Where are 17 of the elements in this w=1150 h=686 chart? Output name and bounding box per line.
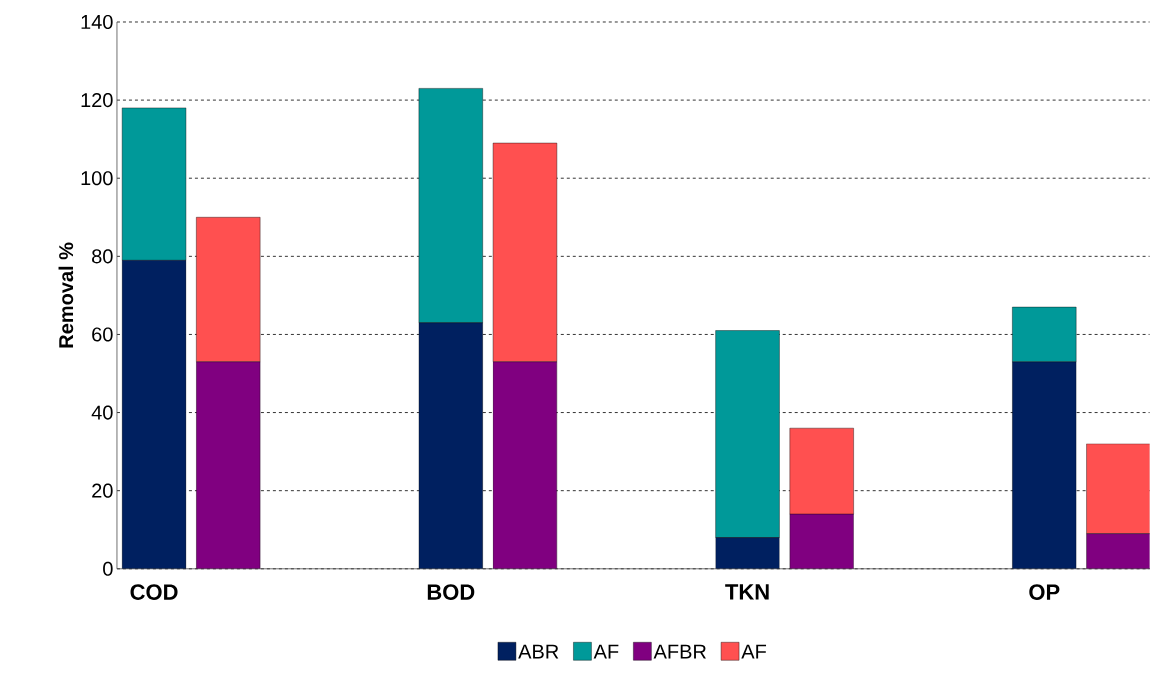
y-tick-label: 140 xyxy=(81,15,113,30)
y-tick-label: 120 xyxy=(81,93,113,108)
y-tick-label: 80 xyxy=(92,249,113,264)
y-tick-label: 0 xyxy=(103,561,113,576)
y-tick-label: 20 xyxy=(92,483,113,498)
y-tick-label: 60 xyxy=(92,327,113,342)
x-tick-label: TKN xyxy=(725,584,769,600)
x-tick-label: COD xyxy=(130,584,178,601)
y-axis-title: Removal % xyxy=(58,242,74,348)
y-tick-label: 100 xyxy=(81,171,113,186)
x-tick-label: BOD xyxy=(427,584,475,601)
legend-label: ABR xyxy=(518,644,559,659)
legend-label: AF xyxy=(593,644,619,659)
legend-label: AF xyxy=(741,644,767,659)
y-tick-label: 40 xyxy=(91,405,113,420)
legend-label: AFBR xyxy=(653,644,706,659)
x-tick-label: OP xyxy=(1029,584,1060,601)
